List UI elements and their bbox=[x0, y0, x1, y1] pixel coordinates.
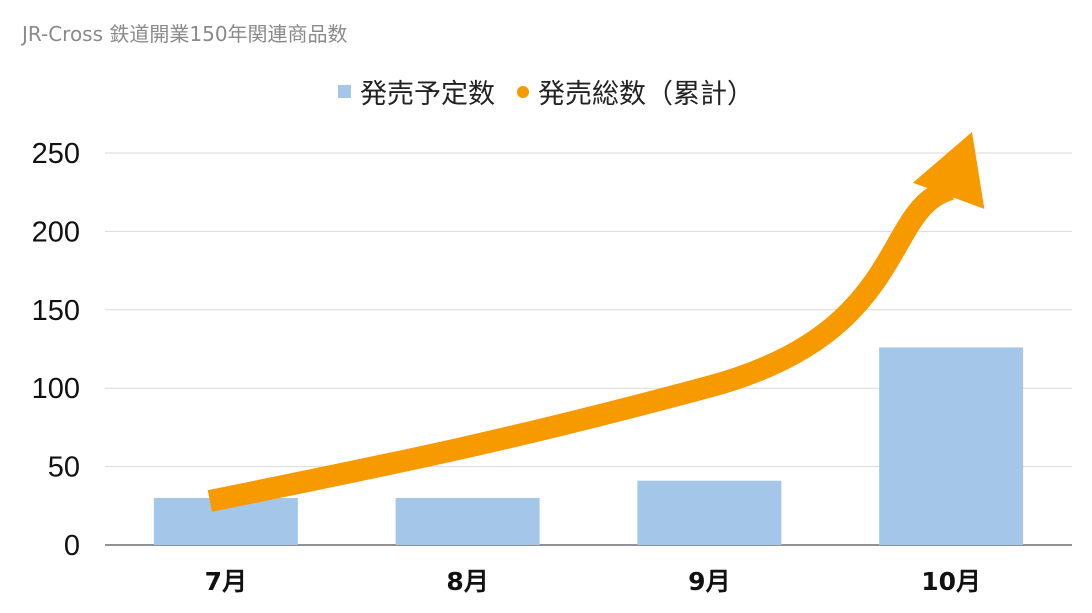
x-tick-label: 7月 bbox=[205, 567, 247, 596]
y-tick-label: 150 bbox=[32, 295, 80, 327]
legend-item-bars: 発売予定数 bbox=[338, 72, 495, 111]
legend-swatch-line bbox=[517, 85, 529, 98]
bar bbox=[879, 347, 1024, 545]
legend-item-line: 発売総数（累計） bbox=[517, 72, 754, 111]
line-series-arrow bbox=[207, 178, 955, 512]
line-point bbox=[462, 445, 473, 456]
legend-label-line: 発売総数（累計） bbox=[538, 79, 754, 110]
line-arrowhead bbox=[912, 132, 985, 209]
chart-title: JR-Cross 鉄道開業150年関連商品数 bbox=[22, 22, 348, 46]
y-tick-label: 100 bbox=[32, 373, 80, 405]
legend: 発売予定数 発売総数（累計） bbox=[0, 72, 1092, 111]
legend-swatch-bars bbox=[338, 85, 351, 98]
y-tick-label: 250 bbox=[32, 138, 80, 170]
x-tick-label: 10月 bbox=[921, 567, 981, 596]
x-tick-label: 8月 bbox=[446, 567, 488, 596]
y-tick-label: 200 bbox=[32, 216, 80, 248]
y-tick-label: 0 bbox=[64, 530, 80, 562]
line-point bbox=[704, 381, 715, 392]
y-tick-label: 50 bbox=[48, 452, 80, 484]
x-tick-label: 9月 bbox=[688, 567, 730, 596]
legend-label-bars: 発売予定数 bbox=[360, 79, 495, 110]
bar bbox=[637, 480, 782, 545]
bar bbox=[395, 497, 540, 545]
